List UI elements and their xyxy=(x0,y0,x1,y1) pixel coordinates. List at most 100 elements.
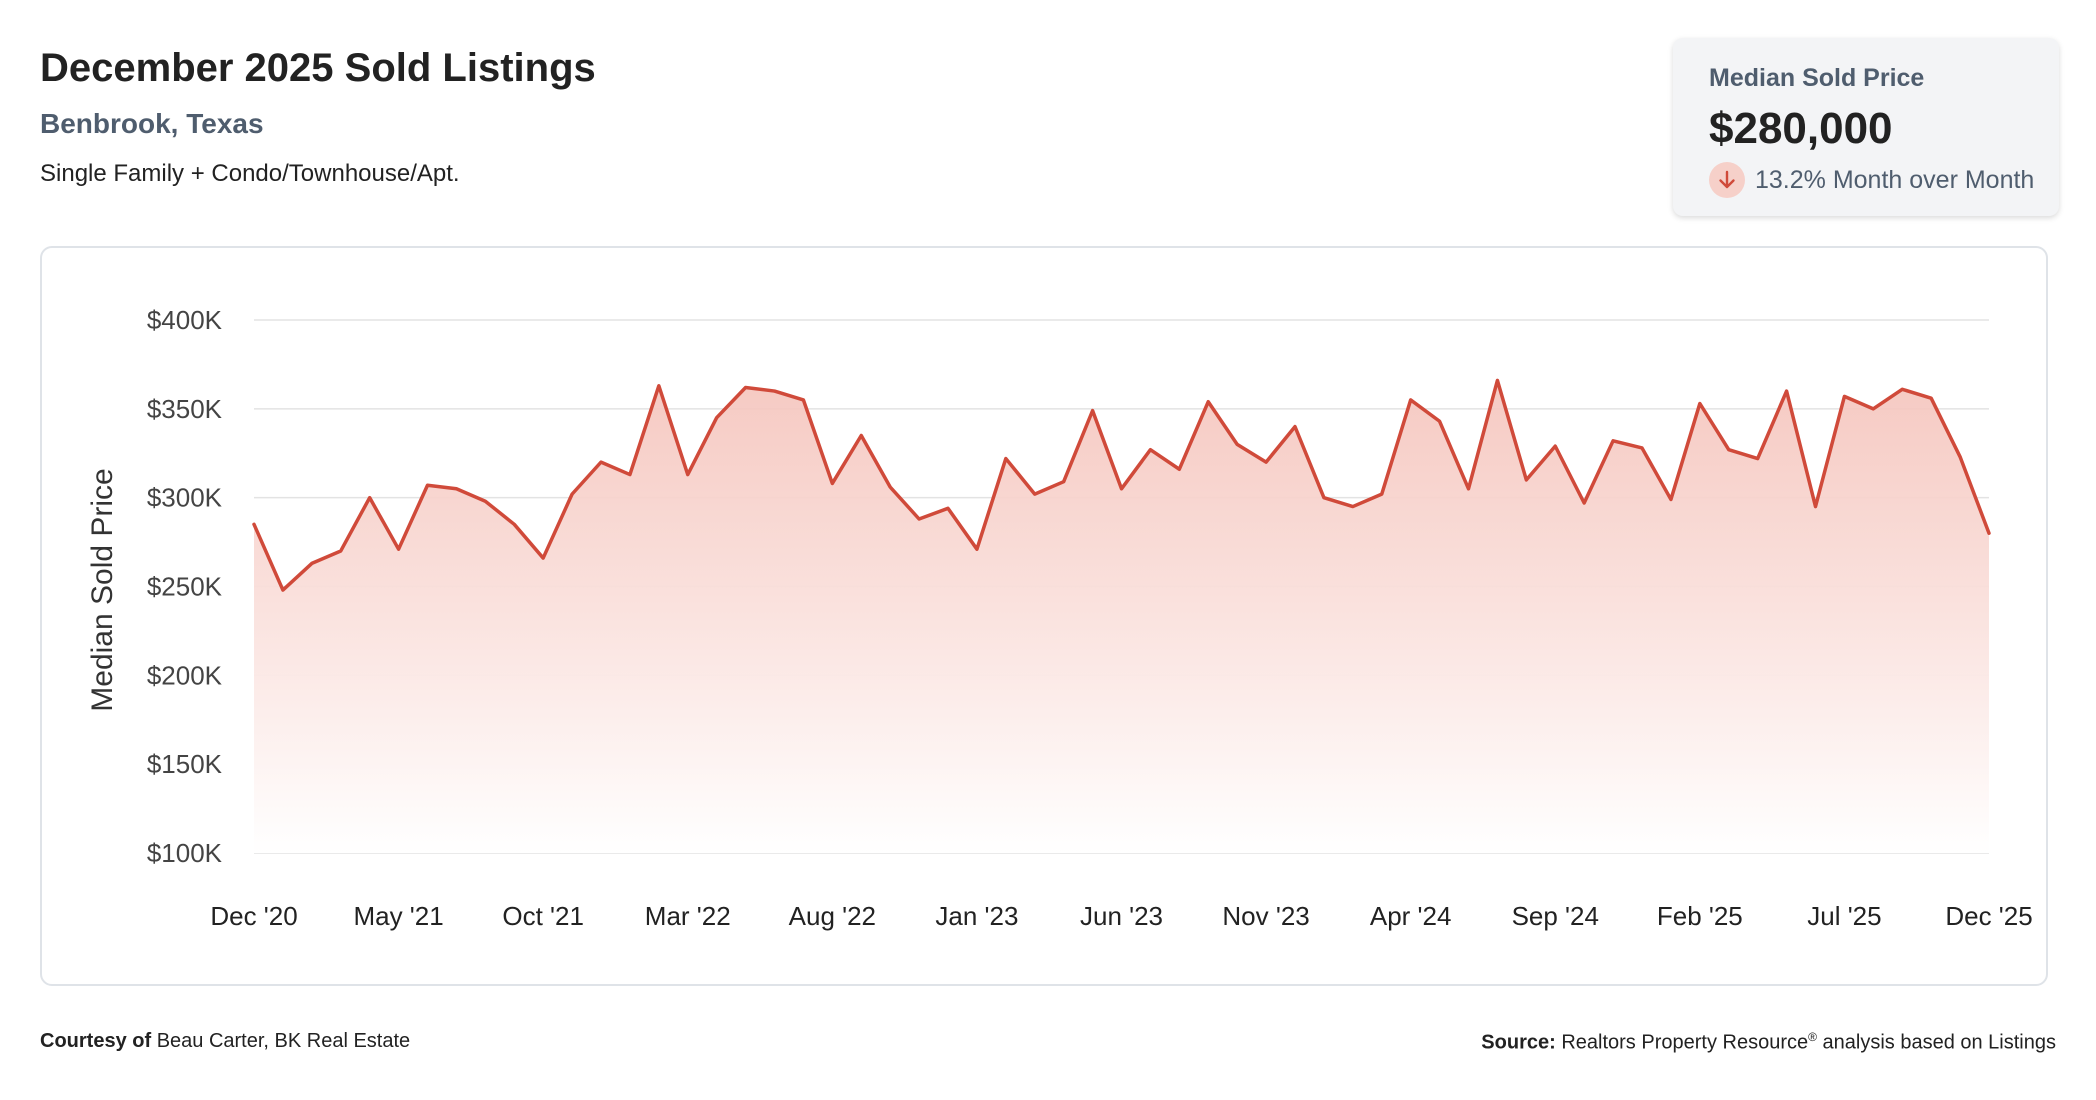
data-point xyxy=(1640,446,1644,450)
data-point xyxy=(1929,396,1933,400)
data-point xyxy=(1206,400,1210,404)
x-tick-label: May '21 xyxy=(353,901,443,931)
chart-panel: $100K $150K $200K $250K $300K $350K $400K Dec … xyxy=(40,246,2048,986)
x-tick-label: Mar '22 xyxy=(645,901,731,931)
x-tick-label: Aug '22 xyxy=(789,901,876,931)
data-point xyxy=(657,384,661,388)
source-value: Realtors Property Resource xyxy=(1561,1031,1809,1054)
data-point xyxy=(917,517,921,521)
x-tick-label: Nov '23 xyxy=(1222,901,1309,931)
data-point xyxy=(1553,444,1557,448)
data-point xyxy=(1987,531,1991,535)
data-point xyxy=(1756,457,1760,461)
page-title: December 2025 Sold Listings xyxy=(40,46,596,90)
data-point xyxy=(1380,492,1384,496)
data-point xyxy=(1062,480,1066,484)
data-point xyxy=(1900,387,1904,391)
data-point xyxy=(801,398,805,402)
property-types: Single Family + Condo/Townhouse/Apt. xyxy=(40,160,460,187)
footer-source: Source: Realtors Property Resource® anal… xyxy=(1481,1030,2056,1055)
data-point xyxy=(570,492,574,496)
courtesy-value: Beau Carter, BK Real Estate xyxy=(156,1030,411,1052)
data-point xyxy=(483,499,487,503)
kpi-label: Median Sold Price xyxy=(1709,64,1925,92)
data-point xyxy=(1669,497,1673,501)
x-tick-label: Jan '23 xyxy=(935,901,1018,931)
data-point xyxy=(1958,455,1962,459)
data-point xyxy=(1235,442,1239,446)
data-point xyxy=(1177,467,1181,471)
y-axis-label: Median Sold Price xyxy=(86,468,119,711)
data-point xyxy=(1582,501,1586,505)
data-point xyxy=(1785,389,1789,393)
data-point xyxy=(1438,419,1442,423)
x-tick-label: Apr '24 xyxy=(1370,901,1452,931)
data-point xyxy=(1004,457,1008,461)
data-point xyxy=(1148,448,1152,452)
kpi-card: Median Sold Price $280,000 13.2% Month o… xyxy=(1673,38,2059,216)
data-point xyxy=(830,481,834,485)
data-point xyxy=(1467,487,1471,491)
data-point xyxy=(541,556,545,560)
data-point xyxy=(946,506,950,510)
x-tick-label: Dec '20 xyxy=(210,901,297,931)
kpi-change: 13.2% Month over Month xyxy=(1709,162,2034,198)
data-point xyxy=(1293,425,1297,429)
data-point xyxy=(1727,448,1731,452)
data-point xyxy=(1814,505,1818,509)
median-sold-price-chart: $100K $150K $200K $250K $300K $350K $400K Dec … xyxy=(86,305,2033,931)
data-point xyxy=(599,460,603,464)
source-label: Source: xyxy=(1481,1031,1556,1054)
data-point xyxy=(1033,492,1037,496)
x-tick-label: Jun '23 xyxy=(1080,901,1163,931)
data-point xyxy=(368,496,372,500)
data-point xyxy=(1611,439,1615,443)
data-point xyxy=(512,522,516,526)
y-tick-label: $200K xyxy=(147,660,223,690)
data-point xyxy=(281,588,285,592)
x-tick-label: Oct '21 xyxy=(502,901,584,931)
data-point xyxy=(1871,407,1875,411)
data-point xyxy=(1409,398,1413,402)
data-point xyxy=(1842,394,1846,398)
arrow-down-icon xyxy=(1709,162,1745,198)
y-tick-label: $350K xyxy=(147,394,223,424)
data-point xyxy=(628,473,632,477)
data-point xyxy=(252,522,256,526)
data-point xyxy=(454,487,458,491)
y-tick-label: $250K xyxy=(147,572,223,602)
series-area xyxy=(254,380,1989,853)
data-point xyxy=(1120,487,1124,491)
data-point xyxy=(1524,478,1528,482)
data-point xyxy=(1322,496,1326,500)
data-point xyxy=(1264,460,1268,464)
registered-mark: ® xyxy=(1808,1030,1817,1044)
data-point xyxy=(397,547,401,551)
data-point xyxy=(1351,505,1355,509)
y-tick-label: $100K xyxy=(147,838,223,868)
y-tick-label: $150K xyxy=(147,749,223,779)
y-tick-label: $400K xyxy=(147,305,223,335)
x-tick-label: Feb '25 xyxy=(1657,901,1743,931)
data-point xyxy=(426,483,430,487)
data-point xyxy=(888,485,892,489)
x-tick-label: Dec '25 xyxy=(1945,901,2032,931)
kpi-value: $280,000 xyxy=(1709,104,1893,153)
data-point xyxy=(1698,402,1702,406)
data-point xyxy=(975,547,979,551)
kpi-change-text: 13.2% Month over Month xyxy=(1755,165,2035,194)
data-point xyxy=(744,386,748,390)
data-point xyxy=(686,473,690,477)
data-point xyxy=(715,416,719,420)
location-subtitle: Benbrook, Texas xyxy=(40,108,264,139)
courtesy-label: Courtesy of xyxy=(40,1030,152,1052)
footer-courtesy: Courtesy of Beau Carter, BK Real Estate xyxy=(40,1030,410,1053)
data-point xyxy=(310,561,314,565)
data-point xyxy=(773,389,777,393)
data-point xyxy=(859,433,863,437)
data-point xyxy=(1091,409,1095,413)
x-tick-label: Sep '24 xyxy=(1512,901,1599,931)
y-tick-label: $300K xyxy=(147,483,223,513)
series-line xyxy=(252,378,1991,592)
source-suffix: analysis based on Listings xyxy=(1822,1031,2056,1054)
